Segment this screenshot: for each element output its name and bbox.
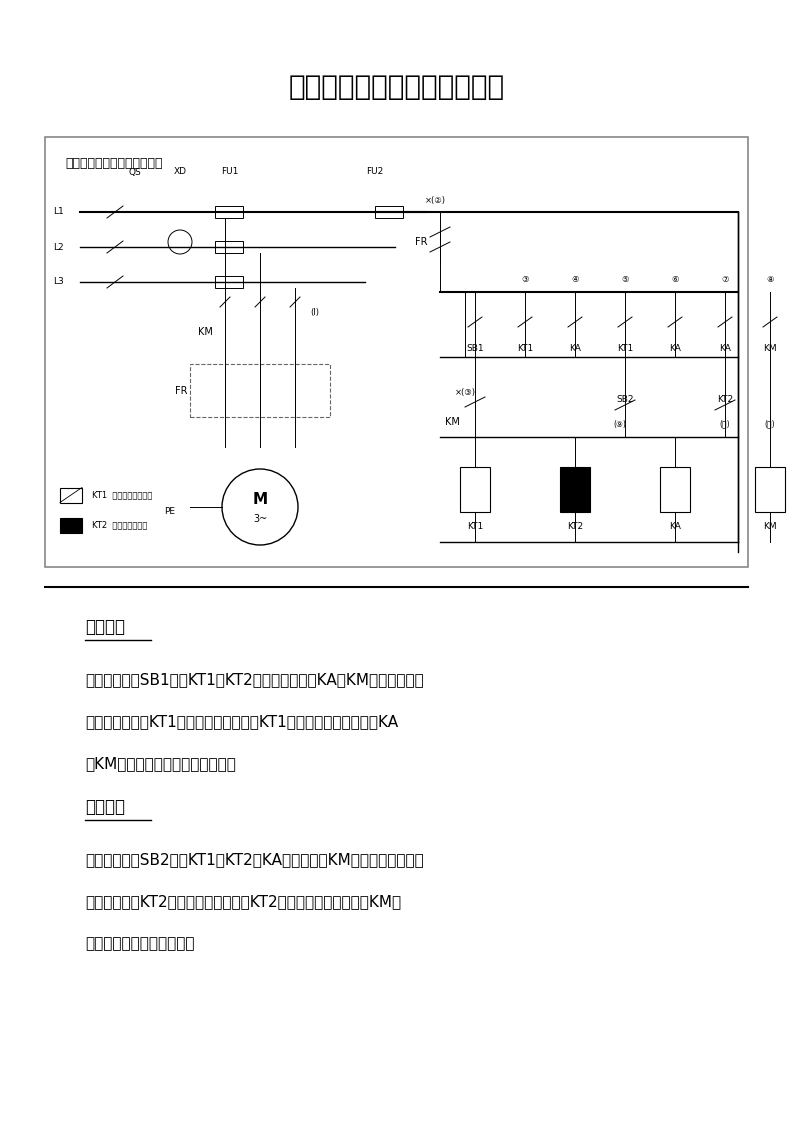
Text: KT2  断电延时继电器: KT2 断电延时继电器 — [92, 521, 147, 530]
Text: FU2: FU2 — [366, 167, 384, 176]
Text: 圈失电，电动机停止运转。: 圈失电，电动机停止运转。 — [85, 936, 194, 951]
Bar — [45, 137, 748, 567]
Text: KM: KM — [763, 522, 777, 531]
Text: 正常启动: 正常启动 — [85, 618, 125, 636]
Text: 和KM得电吸合，电动机开始运转。: 和KM得电吸合，电动机开始运转。 — [85, 756, 236, 771]
Text: KM: KM — [763, 344, 777, 353]
Text: KM: KM — [445, 417, 460, 427]
Text: KA: KA — [719, 344, 731, 353]
Text: ③: ③ — [521, 275, 529, 284]
Text: KT2: KT2 — [717, 395, 733, 405]
Text: 电动机不运转，KT1延时触点延时几秒后KT1的延时常开触点闭合，KA: 电动机不运转，KT1延时触点延时几秒后KT1的延时常开触点闭合，KA — [85, 714, 398, 729]
Text: FR: FR — [175, 386, 188, 395]
Text: KA: KA — [569, 344, 581, 353]
Text: (⑫): (⑫) — [764, 420, 776, 429]
Bar — [660, 467, 690, 512]
Text: 3~: 3~ — [253, 514, 267, 524]
Text: KT1  通电延时常开断路: KT1 通电延时常开断路 — [92, 490, 152, 499]
Text: ⑦: ⑦ — [722, 275, 729, 284]
Text: KM: KM — [197, 327, 213, 337]
Text: 延时启动、延时停止控制线路: 延时启动、延时停止控制线路 — [65, 157, 163, 171]
Text: KA: KA — [669, 522, 681, 531]
Bar — [215, 241, 243, 252]
Text: L1: L1 — [53, 208, 63, 217]
Text: (⑨): (⑨) — [614, 420, 626, 429]
Text: 延时启动、延时停止控制线路: 延时启动、延时停止控制线路 — [289, 73, 504, 101]
Text: SB2: SB2 — [616, 395, 634, 405]
Text: PE: PE — [164, 507, 175, 516]
Text: L2: L2 — [53, 242, 63, 251]
Text: KT1: KT1 — [467, 522, 483, 531]
Text: QS: QS — [128, 167, 141, 176]
Bar — [60, 517, 82, 533]
Text: FR: FR — [415, 237, 427, 247]
Text: FU1: FU1 — [221, 167, 239, 176]
Text: KT1: KT1 — [617, 344, 633, 353]
Text: ④: ④ — [571, 275, 579, 284]
Bar — [190, 364, 330, 417]
Text: XD: XD — [174, 167, 186, 176]
Text: KT1: KT1 — [517, 344, 533, 353]
Text: 机继续运转，KT2延时触点延时几秒后KT2的延时断开触点断开，KM线: 机继续运转，KT2延时触点延时几秒后KT2的延时断开触点断开，KM线 — [85, 894, 401, 909]
Text: (⑪): (⑪) — [720, 420, 730, 429]
Bar — [560, 467, 590, 512]
Bar — [460, 467, 490, 512]
Text: ×(③): ×(③) — [455, 387, 476, 396]
Bar — [215, 206, 243, 218]
Text: 按下停止按钮SB2后，KT1、KT2和KA线圈失电，KM线圈不失电，电动: 按下停止按钮SB2后，KT1、KT2和KA线圈失电，KM线圈不失电，电动 — [85, 852, 423, 867]
Text: ×(②): ×(②) — [425, 195, 446, 204]
Text: KT2: KT2 — [567, 522, 583, 531]
Text: 按下启动按钮SB1后，KT1和KT2线圈得电吸合，KA和KM线圈不得电，: 按下启动按钮SB1后，KT1和KT2线圈得电吸合，KA和KM线圈不得电， — [85, 672, 423, 687]
Text: M: M — [252, 491, 267, 506]
Text: ⑥: ⑥ — [671, 275, 679, 284]
Text: KA: KA — [669, 344, 681, 353]
Text: SB1: SB1 — [466, 344, 484, 353]
Text: (I): (I) — [311, 307, 320, 316]
Bar — [755, 467, 785, 512]
Bar — [215, 276, 243, 288]
Text: 正常停止: 正常停止 — [85, 798, 125, 816]
Text: ⑧: ⑧ — [766, 275, 774, 284]
Text: L3: L3 — [53, 277, 63, 286]
Text: ⑤: ⑤ — [621, 275, 629, 284]
Bar — [375, 206, 403, 218]
Bar — [60, 487, 82, 503]
